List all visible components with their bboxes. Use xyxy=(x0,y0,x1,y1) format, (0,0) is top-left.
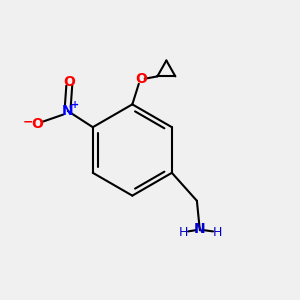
Text: N: N xyxy=(62,104,74,118)
Text: O: O xyxy=(63,74,75,88)
Text: O: O xyxy=(135,72,147,86)
Text: −: − xyxy=(23,116,33,128)
Text: O: O xyxy=(31,117,43,131)
Text: H: H xyxy=(213,226,222,239)
Text: H: H xyxy=(179,226,188,239)
Text: +: + xyxy=(71,100,79,110)
Text: N: N xyxy=(194,222,206,236)
